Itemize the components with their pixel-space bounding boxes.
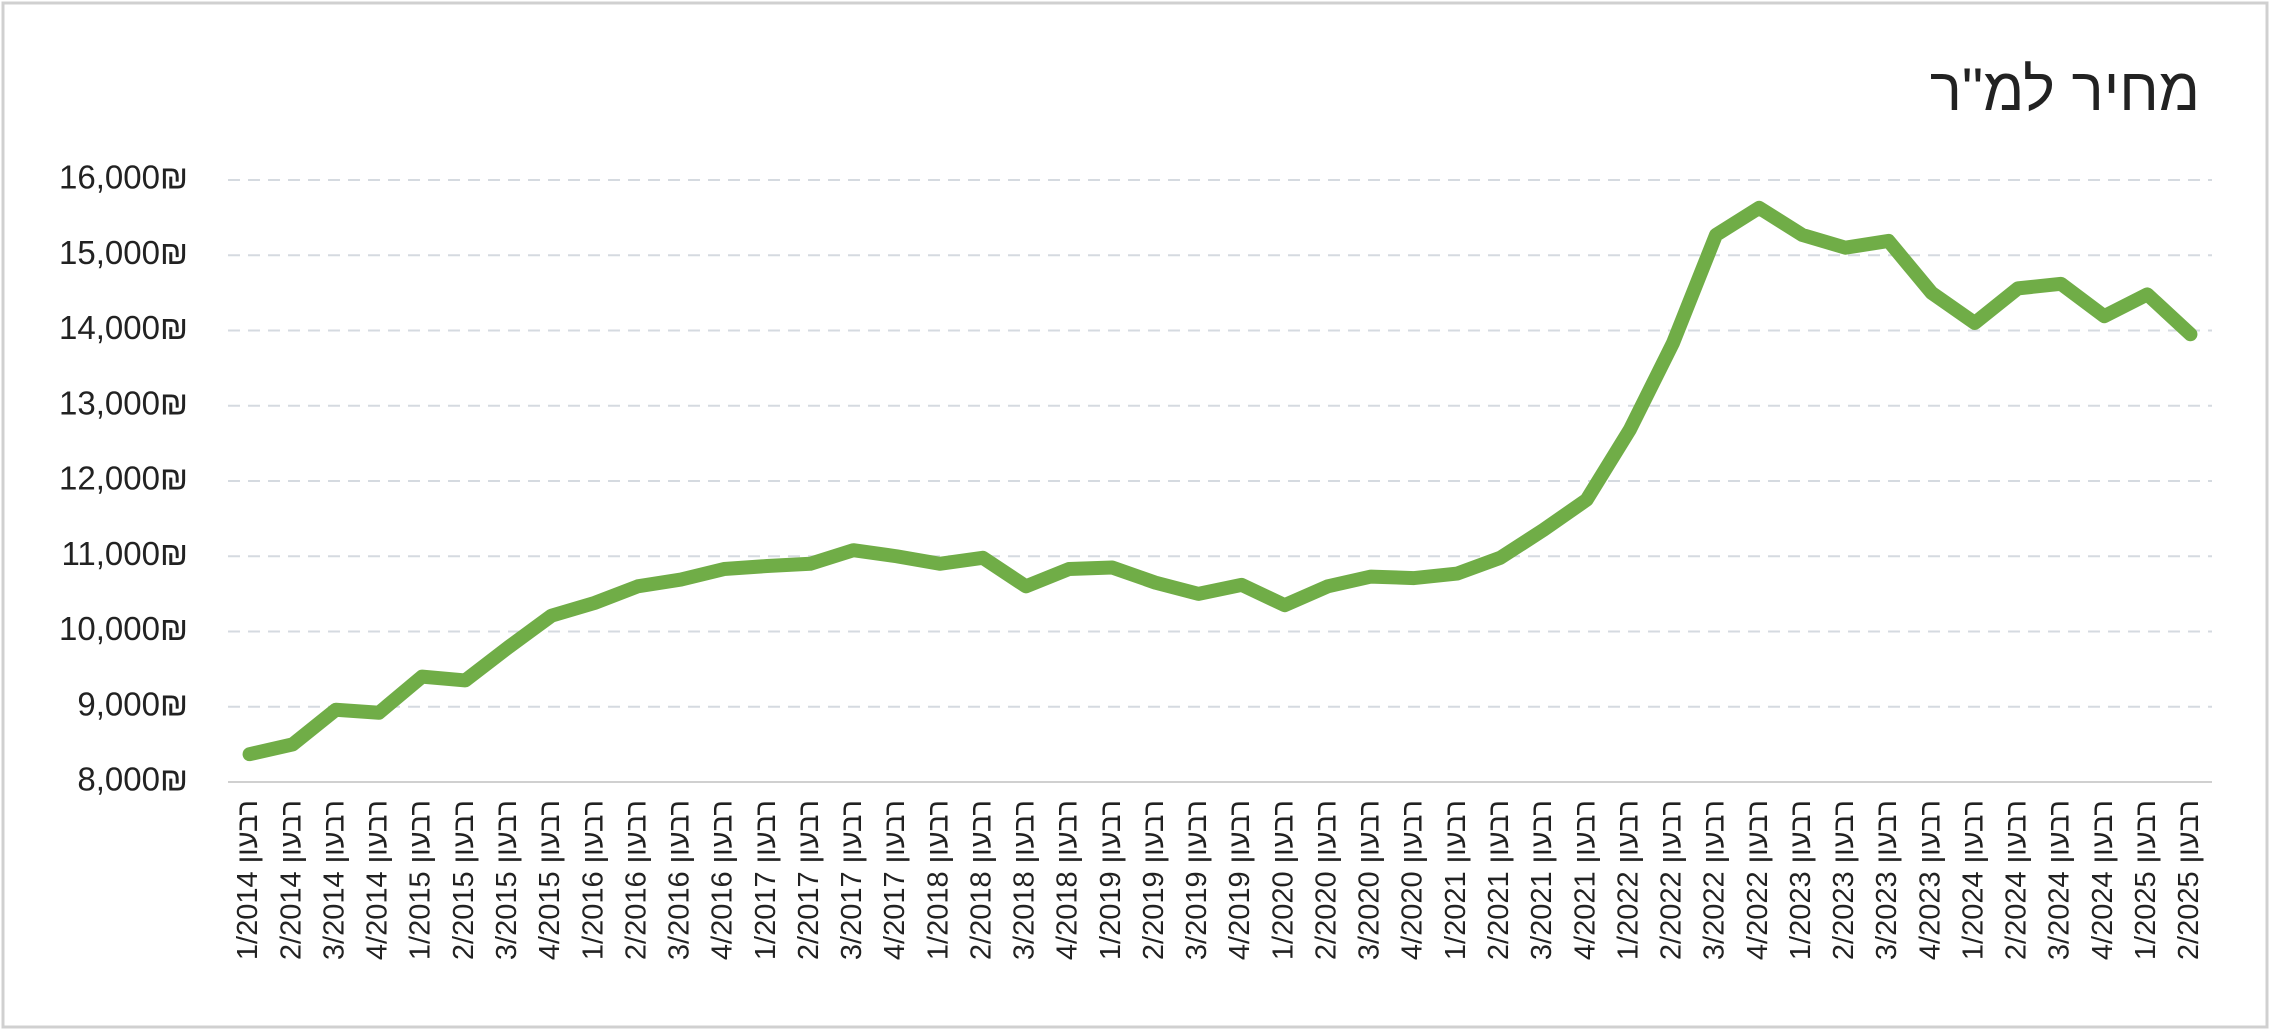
x-tick-label: רבעון 3/2020 xyxy=(1354,800,1386,960)
y-tick-label: 9,000₪ xyxy=(77,685,188,722)
x-tick-label: רבעון 1/2021 xyxy=(1440,800,1472,960)
x-tick-label: רבעון 2/2014 xyxy=(275,800,307,960)
x-tick-label: רבעון 2/2025 xyxy=(2173,800,2205,960)
y-tick-label: 14,000₪ xyxy=(59,309,188,346)
y-tick-label: 10,000₪ xyxy=(59,610,188,647)
x-tick-label: רבעון 1/2022 xyxy=(1612,800,1644,960)
x-tick-label: רבעון 3/2017 xyxy=(836,800,868,960)
x-tick-label: רבעון 1/2020 xyxy=(1267,800,1299,960)
x-tick-label: רבעון 3/2022 xyxy=(1699,800,1731,960)
x-tick-label: רבעון 1/2014 xyxy=(232,800,264,960)
x-tick-label: רבעון 1/2018 xyxy=(922,800,954,960)
x-tick-label: רבעון 1/2019 xyxy=(1095,800,1127,960)
x-tick-label: רבעון 1/2023 xyxy=(1785,800,1817,960)
x-tick-label: רבעון 2/2021 xyxy=(1483,800,1515,960)
x-tick-label: רבעון 3/2016 xyxy=(664,800,696,960)
x-tick-label: רבעון 4/2017 xyxy=(879,800,911,960)
x-tick-label: רבעון 4/2022 xyxy=(1742,800,1774,960)
x-tick-label: רבעון 3/2024 xyxy=(2044,800,2076,960)
x-tick-label: רבעון 4/2023 xyxy=(1914,800,1946,960)
x-tick-label: רבעון 2/2022 xyxy=(1656,800,1688,960)
x-tick-label: רבעון 1/2015 xyxy=(405,800,437,960)
x-tick-label: רבעון 1/2016 xyxy=(577,800,609,960)
x-tick-label: רבעון 2/2019 xyxy=(1138,800,1170,960)
data-line xyxy=(242,200,2198,762)
x-tick-label: רבעון 4/2024 xyxy=(2087,800,2119,960)
x-tick-label: רבעון 4/2019 xyxy=(1224,800,1256,960)
x-tick-label: רבעון 2/2017 xyxy=(793,800,825,960)
x-tick-label: רבעון 4/2020 xyxy=(1397,800,1429,960)
y-tick-label: 13,000₪ xyxy=(59,384,188,421)
x-tick-label: רבעון 1/2017 xyxy=(750,800,782,960)
y-tick-label: 12,000₪ xyxy=(59,460,188,497)
y-tick-label: 8,000₪ xyxy=(77,761,188,798)
x-tick-label: רבעון 3/2015 xyxy=(491,800,523,960)
x-tick-label: רבעון 4/2021 xyxy=(1569,800,1601,960)
x-tick-label: רבעון 2/2024 xyxy=(2001,800,2033,960)
x-tick-label: רבעון 4/2014 xyxy=(362,800,394,960)
x-tick-label: רבעון 1/2024 xyxy=(1957,800,1989,960)
y-tick-label: 11,000₪ xyxy=(61,535,188,572)
y-tick-label: 15,000₪ xyxy=(59,234,188,271)
x-tick-label: רבעון 3/2021 xyxy=(1526,800,1558,960)
x-tick-label: רבעון 1/2025 xyxy=(2130,800,2162,960)
x-tick-label: רבעון 4/2016 xyxy=(707,800,739,960)
chart-title: מחיר למ"ר xyxy=(1930,56,2200,123)
x-tick-label: רבעון 3/2014 xyxy=(318,800,350,960)
y-tick-label: 16,000₪ xyxy=(59,159,188,196)
x-tick-label: רבעון 2/2020 xyxy=(1310,800,1342,960)
x-tick-label: רבעון 2/2018 xyxy=(965,800,997,960)
x-tick-label: רבעון 4/2015 xyxy=(534,800,566,960)
x-tick-label: רבעון 2/2015 xyxy=(448,800,480,960)
x-tick-label: רבעון 3/2018 xyxy=(1009,800,1041,960)
x-tick-label: רבעון 3/2019 xyxy=(1181,800,1213,960)
x-tick-label: רבעון 2/2023 xyxy=(1828,800,1860,960)
x-tick-label: רבעון 4/2018 xyxy=(1052,800,1084,960)
x-tick-label: רבעון 3/2023 xyxy=(1871,800,1903,960)
x-tick-label: רבעון 2/2016 xyxy=(620,800,652,960)
